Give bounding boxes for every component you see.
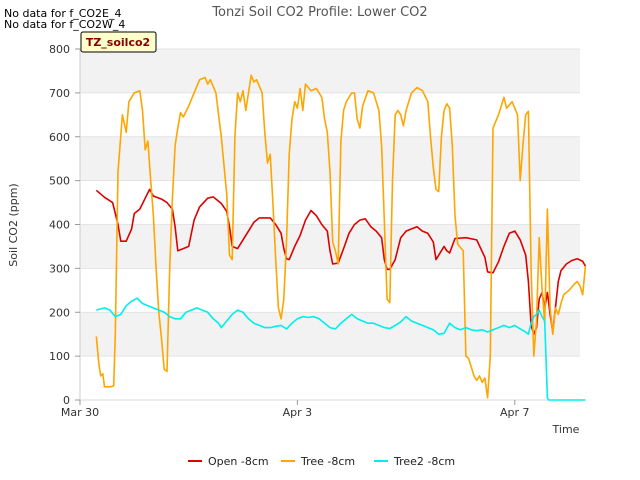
y-tick-label: 0 <box>63 394 70 407</box>
grid-band <box>80 49 580 93</box>
y-tick-label: 500 <box>49 175 70 188</box>
legend: Open -8cm Tree -8cm Tree2 -8cm <box>188 455 455 468</box>
legend-label: Open -8cm <box>208 455 269 468</box>
y-tick-label: 100 <box>49 350 70 363</box>
chart-title: Tonzi Soil CO2 Profile: Lower CO2 <box>211 5 427 20</box>
series-line-tree2-8cm <box>96 297 586 401</box>
x-tick-label: Mar 30 <box>61 406 99 419</box>
grid-band <box>80 312 580 357</box>
x-axis-ticks: Mar 30 Apr 3 Apr 7 <box>61 400 530 419</box>
site-label-box: TZ_soilco2 <box>80 31 157 53</box>
y-tick-label: 800 <box>49 43 70 56</box>
x-axis-title: Time <box>552 423 580 436</box>
series-line-tree-8cm <box>95 74 587 399</box>
legend-label: Tree2 -8cm <box>393 455 455 468</box>
x-tick-label: Apr 3 <box>283 406 313 419</box>
no-data-notice-co2w: No data for f_CO2W_4 <box>4 18 126 31</box>
grid-band <box>80 92 580 137</box>
y-tick-label: 300 <box>49 262 70 275</box>
site-label: TZ_soilco2 <box>86 36 150 49</box>
series-line-open-8cm <box>95 188 587 335</box>
y-tick-label: 600 <box>49 131 70 144</box>
legend-label: Tree -8cm <box>300 455 355 468</box>
no-data-notice-co2e: No data for f_CO2E_4 <box>4 7 122 20</box>
y-axis-title: Soil CO2 (ppm) <box>7 183 20 266</box>
grid-band <box>80 356 580 400</box>
series-lines <box>95 74 587 401</box>
y-tick-label: 700 <box>49 87 70 100</box>
y-tick-label: 400 <box>49 219 70 232</box>
x-tick-label: Apr 7 <box>500 406 530 419</box>
grid-band <box>80 268 580 313</box>
y-tick-label: 200 <box>49 306 70 319</box>
site-label-background <box>80 31 157 53</box>
